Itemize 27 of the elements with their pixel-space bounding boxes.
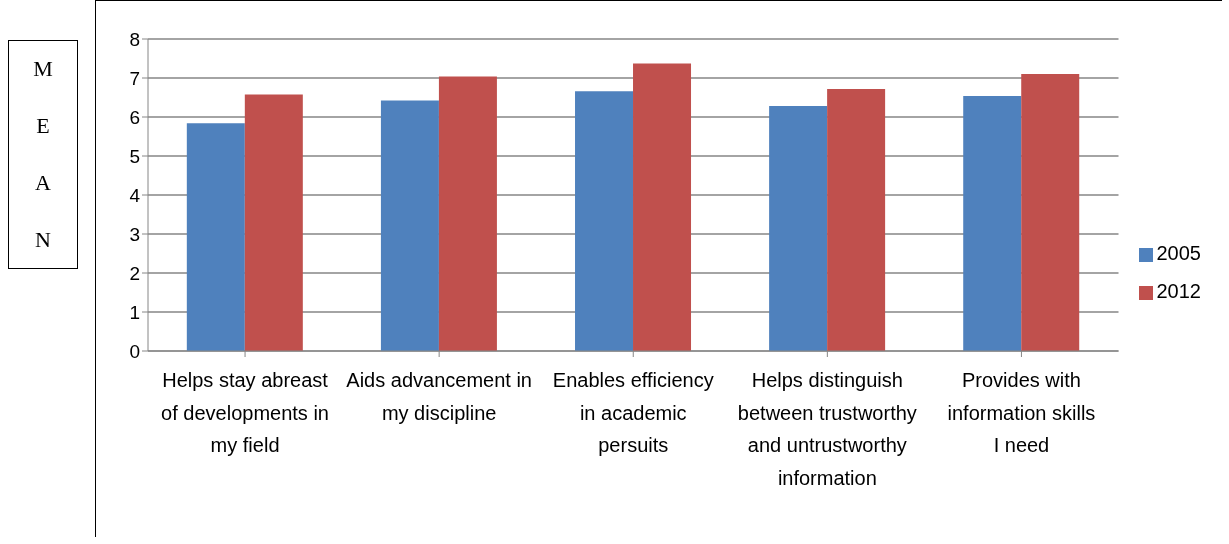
x-tick-label: Helps stay abreast of developments in my field <box>161 369 329 456</box>
x-tick-label: Helps distinguish between trustworthy and untrustworthy information <box>737 369 917 489</box>
y-tick-label: 3 <box>129 223 140 245</box>
text: MEAN <box>33 56 53 252</box>
bar <box>380 100 439 351</box>
y-tick-label: 7 <box>129 67 140 89</box>
y-tick-label: 6 <box>129 106 140 128</box>
bar <box>244 94 303 351</box>
bar <box>963 95 1022 351</box>
bar <box>575 91 634 351</box>
bar <box>769 106 828 351</box>
y-tick-label: 1 <box>129 301 140 323</box>
y-tick-label: 5 <box>129 145 140 167</box>
x-tick-label: Aids advancement in my discipline <box>346 369 532 424</box>
legend-label: 2012 <box>1156 280 1201 302</box>
y-tick-label: 4 <box>129 184 141 206</box>
y-tick-label: 2 <box>129 262 140 284</box>
bar <box>827 88 886 351</box>
x-tick-label: Enables efficiency in academic persuits <box>552 369 714 456</box>
bar <box>633 63 692 351</box>
bar <box>1021 74 1080 351</box>
y-tick-label: 0 <box>129 340 140 362</box>
x-tick-label: Provides with information skills I need <box>947 369 1096 456</box>
bar <box>186 123 245 351</box>
bar <box>438 76 497 351</box>
legend-label: 2005 <box>1156 242 1201 264</box>
y-tick-label: 8 <box>129 28 140 50</box>
